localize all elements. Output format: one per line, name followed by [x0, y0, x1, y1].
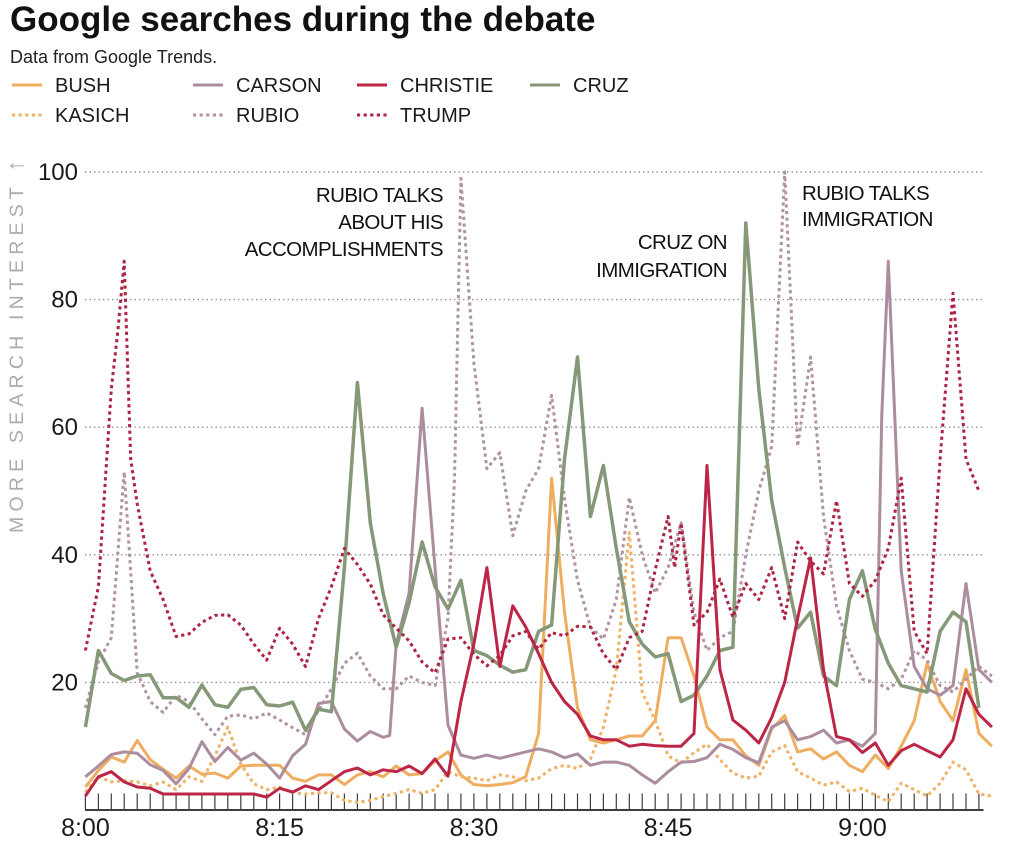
svg-text:Google searches during the deb: Google searches during the debate: [10, 0, 595, 39]
svg-text:9:00: 9:00: [838, 814, 887, 842]
svg-text:40: 40: [51, 542, 78, 569]
svg-text:Data from Google Trends.: Data from Google Trends.: [10, 47, 217, 67]
svg-text:8:00: 8:00: [61, 814, 110, 842]
svg-text:8:45: 8:45: [644, 814, 693, 842]
svg-text:CHRISTIE: CHRISTIE: [400, 75, 493, 97]
svg-text:20: 20: [51, 669, 78, 696]
svg-text:CRUZ ON: CRUZ ON: [638, 231, 727, 254]
svg-text:8:15: 8:15: [255, 814, 304, 842]
svg-text:RUBIO TALKS: RUBIO TALKS: [316, 184, 443, 207]
svg-text:RUBIO: RUBIO: [236, 105, 299, 127]
svg-text:100: 100: [38, 159, 78, 186]
svg-text:TRUMP: TRUMP: [400, 105, 471, 127]
svg-text:CARSON: CARSON: [236, 75, 322, 97]
svg-text:IMMIGRATION: IMMIGRATION: [802, 208, 933, 231]
svg-text:RUBIO TALKS: RUBIO TALKS: [802, 182, 929, 205]
svg-text:ABOUT HIS: ABOUT HIS: [338, 211, 443, 234]
svg-text:IMMIGRATION: IMMIGRATION: [596, 259, 727, 282]
svg-text:CRUZ: CRUZ: [573, 75, 629, 97]
svg-text:80: 80: [51, 287, 78, 314]
svg-text:KASICH: KASICH: [55, 105, 129, 127]
svg-text:MORE SEARCH INTEREST ↑: MORE SEARCH INTEREST ↑: [2, 155, 28, 533]
svg-text:60: 60: [51, 414, 78, 441]
svg-text:BUSH: BUSH: [55, 75, 111, 97]
svg-text:ACCOMPLISHMENTS: ACCOMPLISHMENTS: [245, 238, 443, 261]
svg-text:8:30: 8:30: [450, 814, 499, 842]
